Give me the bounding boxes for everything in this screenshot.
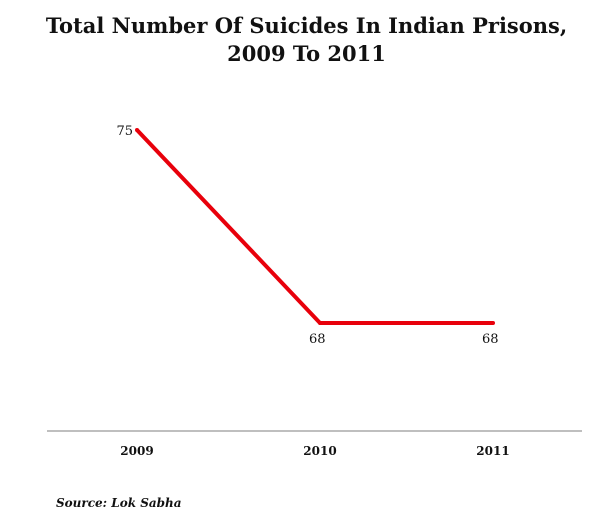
chart-title-line-1: Total Number Of Suicides In Indian Priso… bbox=[45, 13, 568, 38]
x-tick-label-2009: 2009 bbox=[120, 444, 153, 458]
x-tick-label-2010: 2010 bbox=[303, 444, 336, 458]
data-label-2011: 68 bbox=[482, 332, 499, 347]
data-point-2010 bbox=[318, 321, 322, 325]
series-line-0 bbox=[135, 128, 493, 325]
data-point-2011 bbox=[491, 321, 495, 325]
chart-title-line-2: 2009 To 2011 bbox=[227, 41, 386, 66]
data-label-2009: 75 bbox=[116, 124, 133, 139]
data-label-2010: 68 bbox=[309, 332, 326, 347]
chart-title: Total Number Of Suicides In Indian Priso… bbox=[0, 12, 613, 68]
data-point-2009 bbox=[135, 128, 139, 132]
x-tick-label-2011: 2011 bbox=[476, 444, 509, 458]
source-note: Source: Lok Sabha bbox=[56, 496, 182, 510]
